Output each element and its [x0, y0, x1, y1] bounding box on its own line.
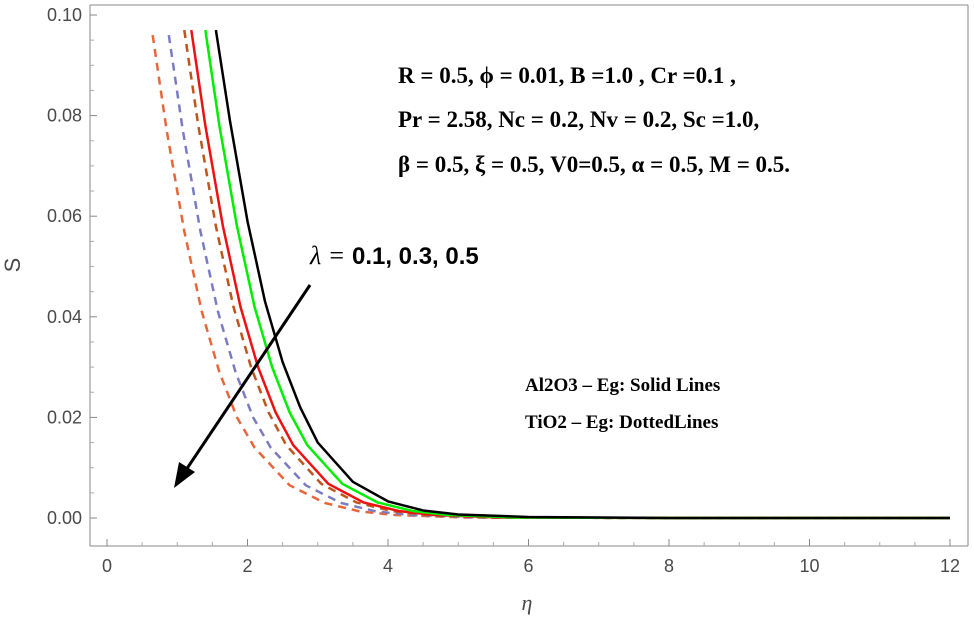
- legend-line-1: Al2O3 – Eg: Solid Lines: [525, 375, 720, 396]
- direction-arrow: [174, 284, 312, 488]
- series-line-solid: [214, 29, 950, 520]
- x-tick-label: 8: [664, 556, 674, 576]
- y-tick-label: 0.02: [47, 407, 82, 427]
- series-line-dashed: [183, 29, 950, 520]
- x-tick-label: 0: [102, 556, 112, 576]
- x-tick-label: 2: [242, 556, 252, 576]
- x-tick-label: 12: [940, 556, 960, 576]
- x-axis-label: η: [522, 590, 533, 615]
- lambda-values: 0.1, 0.3, 0.5: [345, 243, 478, 270]
- series-line-solid: [204, 29, 950, 520]
- parameters-line-3: β = 0.5, ξ = 0.5, V0=0.5, α = 0.5, M = 0…: [398, 152, 790, 177]
- y-tick-label: 0.10: [47, 5, 82, 25]
- y-tick-label: 0.04: [47, 307, 82, 327]
- x-axis-ticks: 0 2 4 6 8 10 12: [102, 539, 960, 576]
- y-tick-label: 0.00: [47, 508, 82, 528]
- lambda-annotation: λ = 0.1, 0.3, 0.5: [309, 241, 479, 270]
- y-tick-label: 0.08: [47, 106, 82, 126]
- series-line-solid: [190, 29, 950, 520]
- parameters-line-1: R = 0.5, ϕ = 0.01, B =1.0 , Cr =0.1 ,: [398, 63, 736, 88]
- parameters-line-2: Pr = 2.58, Nc = 0.2, Nv = 0.2, Sc =1.0,: [398, 107, 759, 132]
- legend-line-2: TiO2 – Eg: DottedLines: [525, 412, 718, 433]
- plot-frame: [89, 4, 969, 547]
- x-tick-label: 6: [523, 556, 533, 576]
- x-tick-label: 4: [383, 556, 393, 576]
- arrow-shaft: [184, 284, 312, 471]
- data-series: [151, 29, 950, 520]
- y-tick-label: 0.06: [47, 206, 82, 226]
- arrow-head: [174, 462, 195, 488]
- y-axis-ticks: 0.00 0.02 0.04 0.06 0.08 0.10: [47, 5, 97, 528]
- y-axis-label: S: [0, 258, 25, 273]
- x-tick-label: 10: [799, 556, 819, 576]
- lambda-symbol: λ =: [309, 241, 345, 270]
